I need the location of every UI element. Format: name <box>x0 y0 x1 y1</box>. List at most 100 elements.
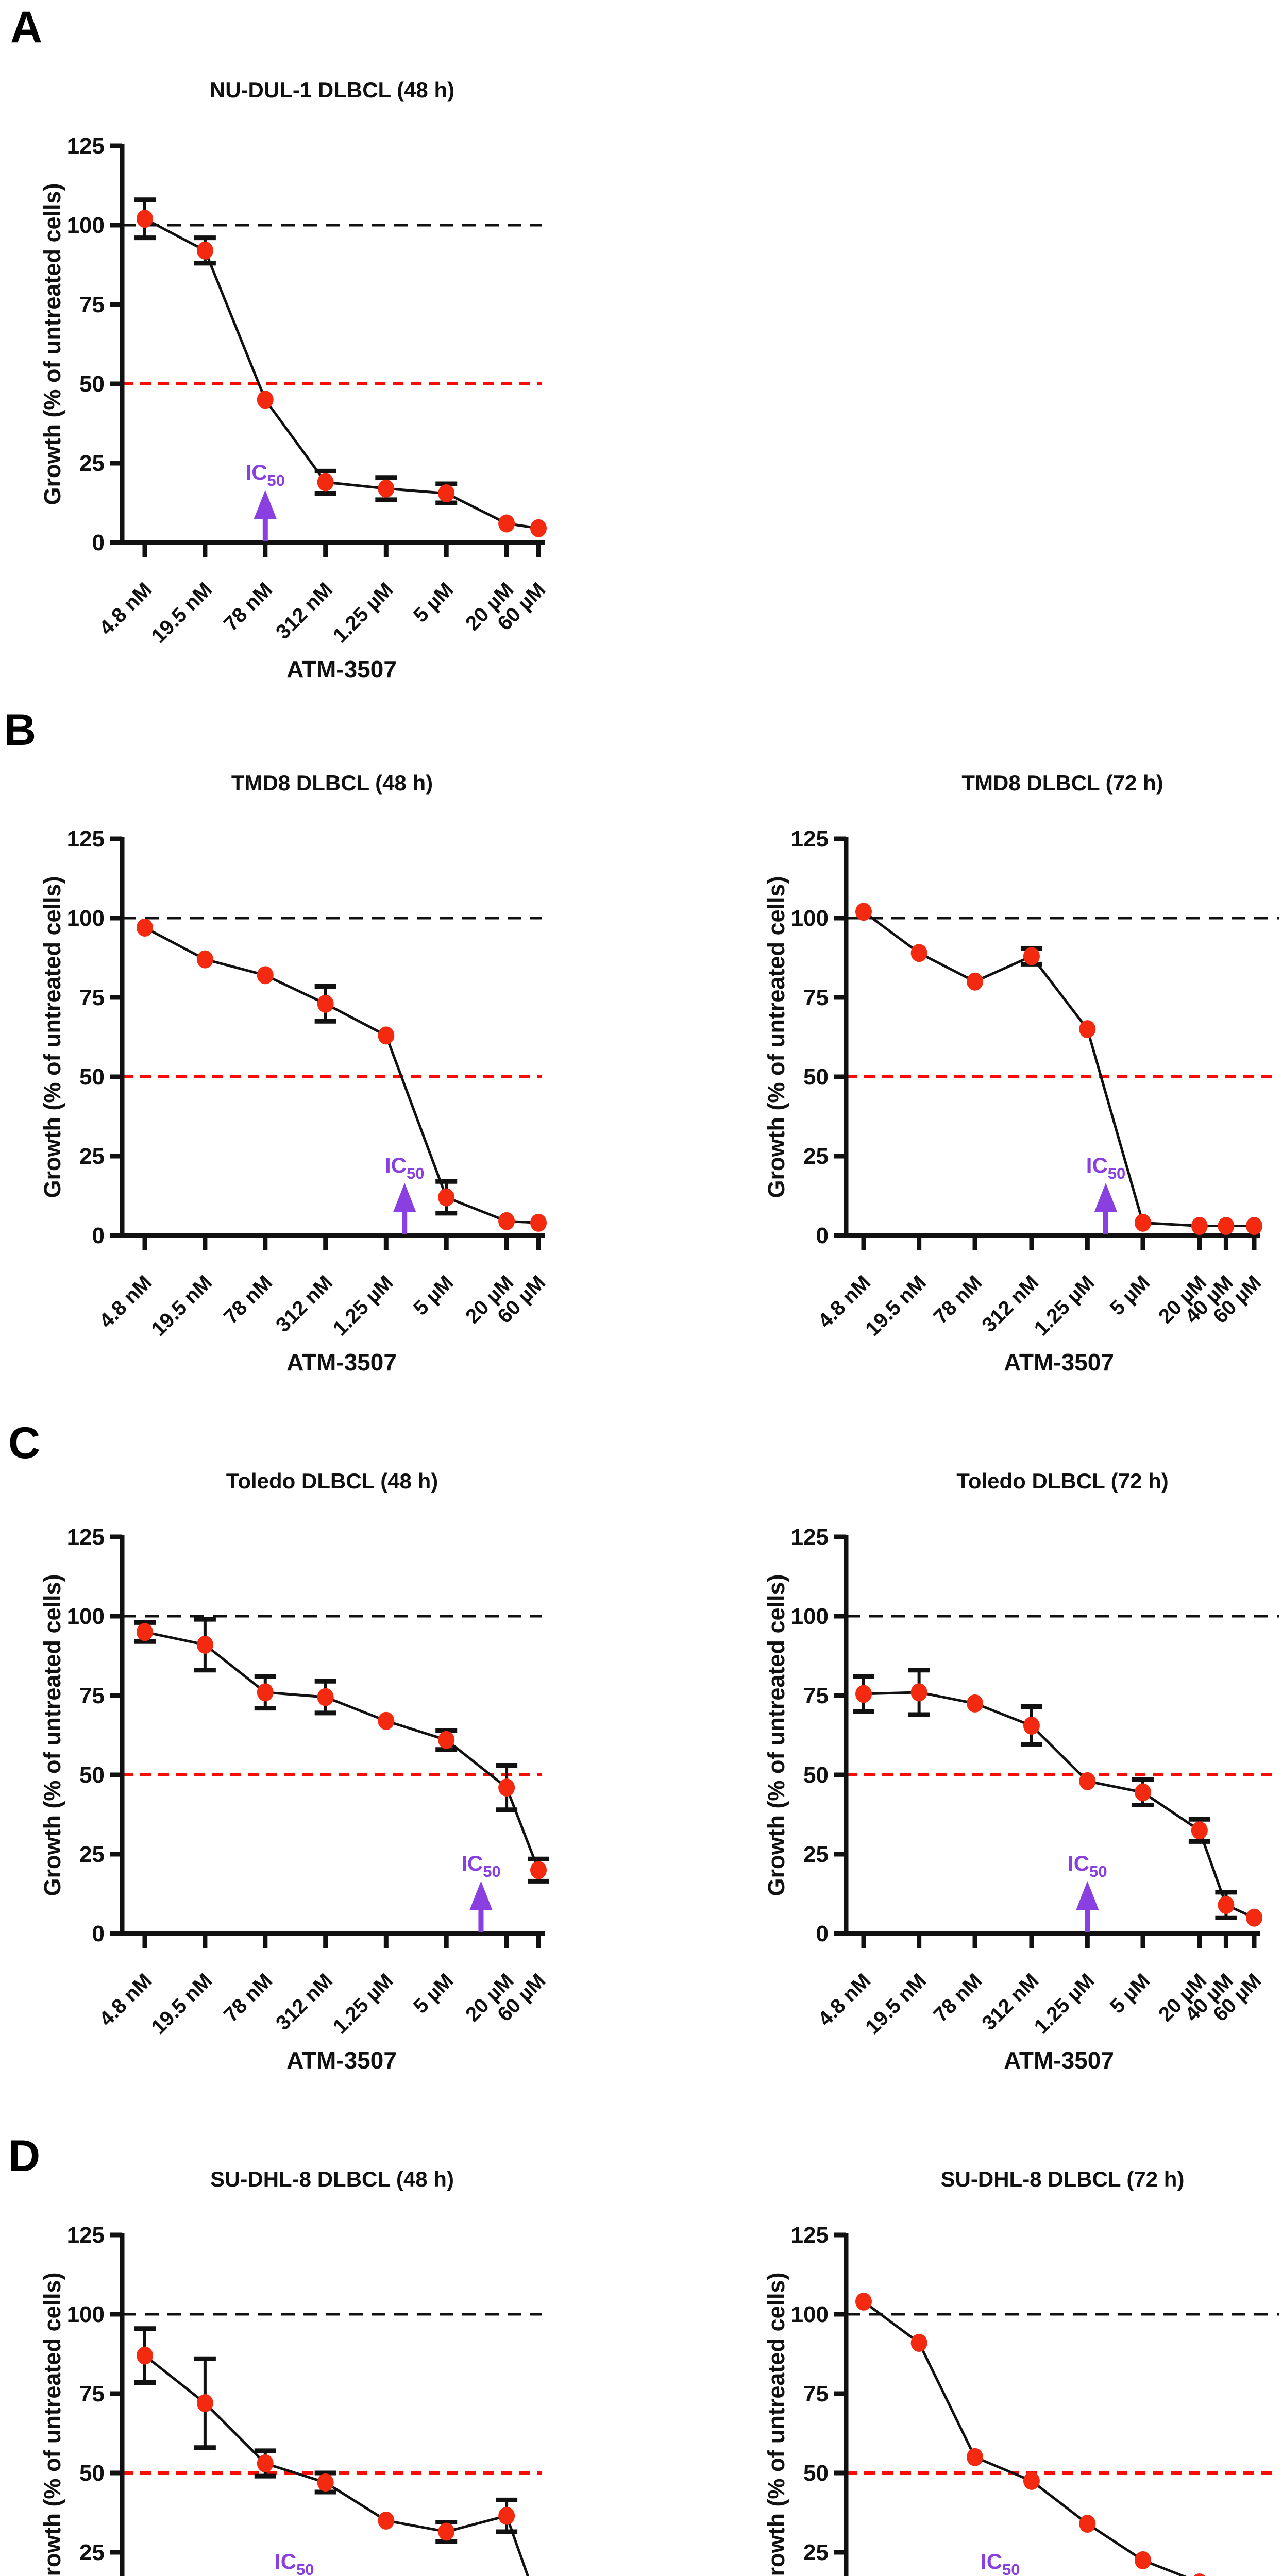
x-tick-label: 19.5 nM <box>861 1271 931 1341</box>
y-tick-label: 125 <box>67 133 105 159</box>
series-line <box>144 1631 540 1871</box>
x-tick-label: 5 µM <box>409 1969 458 2018</box>
x-tick-label: 78 nM <box>220 1969 277 2026</box>
data-point <box>257 1683 274 1702</box>
y-tick-label: 125 <box>67 2223 105 2248</box>
x-tick-label: 5 µM <box>409 578 458 627</box>
y-tick-label: 25 <box>79 1144 105 1169</box>
chart-tmd8-48h: 0 25 50 75 100 125 4.8 nM 19.5 nM 78 nM 312 nM 1.2… <box>0 721 641 1419</box>
chart-nu-dul-1-48h: 0 25 50 75 100 125 4.8 nM 19.5 nM 78 nM 312 nM 1.2… <box>0 28 641 726</box>
panel-label-d: D <box>8 2131 41 2181</box>
x-axis-title: ATM-3507 <box>286 2047 397 2074</box>
data-point <box>530 1861 547 1879</box>
ic50-label: IC50 <box>981 2549 1020 2576</box>
panel-label-b: B <box>4 705 37 755</box>
ic50-marker: IC50 <box>461 1851 501 1932</box>
data-point <box>530 1213 547 1232</box>
y-tick-label: 100 <box>791 1604 829 1629</box>
series-line <box>144 926 539 1224</box>
y-axis-title: Growth (% of untreated cells) <box>39 1574 65 1896</box>
data-point <box>1246 1217 1262 1235</box>
data-point <box>1246 1908 1262 1927</box>
chart-title: TMD8 DLBCL (72 h) <box>962 771 1163 795</box>
data-point <box>196 1635 213 1654</box>
y-tick-label: 25 <box>803 1842 829 1867</box>
x-tick-label: 5 µM <box>1106 1969 1155 2018</box>
x-tick-label: 312 nM <box>272 578 337 643</box>
y-tick-label: 25 <box>803 2540 829 2565</box>
ic50-arrow-head <box>254 490 277 519</box>
x-tick-label: 1.25 µM <box>1030 1969 1099 2038</box>
ic50-marker: IC50 <box>981 2549 1020 2576</box>
x-tick-label: 1.25 µM <box>1030 1271 1099 1340</box>
y-tick-label: 25 <box>79 2540 105 2565</box>
data-point <box>967 972 984 991</box>
panel-label-a: A <box>10 3 43 52</box>
ic50-label: IC50 <box>1068 1851 1107 1880</box>
data-point <box>1079 1772 1096 1790</box>
data-point <box>855 2292 872 2311</box>
y-axis-title: Growth (% of untreated cells) <box>39 183 65 505</box>
panel-label-c: C <box>8 1418 41 1468</box>
y-tick-label: 50 <box>79 1064 105 1090</box>
data-point <box>910 1683 927 1702</box>
y-axis-title: Growth (% of untreated cells) <box>39 876 65 1198</box>
data-point <box>317 2473 334 2492</box>
y-tick-label: 100 <box>791 906 829 931</box>
data-point <box>1023 2471 1040 2490</box>
y-tick-label: 75 <box>79 1683 105 1708</box>
y-axis-title: Growth (% of untreated cells) <box>763 1574 789 1896</box>
y-tick-label: 0 <box>92 1223 105 1248</box>
y-tick-label: 100 <box>791 2302 829 2327</box>
chart-toledo-48h: 0 25 50 75 100 125 4.8 nM 19.5 nM 78 nM 312 nM 1.2… <box>0 1419 641 2117</box>
ic50-label: IC50 <box>461 1851 500 1880</box>
x-tick-label: 19.5 nM <box>147 578 216 648</box>
data-point <box>498 1212 515 1230</box>
data-point <box>196 950 213 969</box>
chart-title: SU-DHL-8 DLBCL (48 h) <box>210 2167 454 2191</box>
data-point <box>1134 2551 1151 2569</box>
data-point <box>498 1778 515 1797</box>
data-point <box>1191 1821 1208 1840</box>
y-tick-label: 100 <box>67 906 105 931</box>
y-tick-label: 125 <box>791 2223 829 2248</box>
y-tick-label: 100 <box>67 213 105 238</box>
x-axis-title: ATM-3507 <box>1004 2047 1114 2074</box>
y-tick-label: 25 <box>79 1842 105 1867</box>
y-tick-label: 0 <box>816 1223 829 1248</box>
x-tick-label: 5 µM <box>409 1271 458 1320</box>
y-tick-label: 50 <box>79 1762 105 1788</box>
data-point <box>910 2333 927 2352</box>
ic50-arrow-head <box>1076 1881 1099 1910</box>
ic50-marker: IC50 <box>1086 1153 1125 1234</box>
data-point <box>967 1694 984 1713</box>
y-axis-title: Growth (% of untreated cells) <box>763 2272 789 2576</box>
chart-title: Toledo DLBCL (48 h) <box>226 1469 438 1493</box>
y-tick-label: 50 <box>803 1762 829 1788</box>
ic50-marker: IC50 <box>1068 1851 1107 1932</box>
y-tick-label: 100 <box>67 2302 105 2327</box>
data-point <box>137 1623 153 1641</box>
y-tick-label: 50 <box>803 1064 829 1090</box>
y-tick-label: 125 <box>67 1524 105 1550</box>
y-tick-label: 125 <box>791 826 829 852</box>
x-tick-label: 312 nM <box>272 1969 337 2035</box>
x-axis-title: ATM-3507 <box>286 656 397 683</box>
data-point <box>1079 2515 1096 2533</box>
data-point <box>1218 1217 1235 1235</box>
ic50-label: IC50 <box>275 2549 314 2576</box>
data-point <box>1023 947 1040 965</box>
y-axis-title: Growth (% of untreated cells) <box>39 2272 65 2576</box>
data-point <box>1134 1783 1151 1802</box>
data-point <box>438 2522 455 2541</box>
x-axis-title: ATM-3507 <box>286 1349 397 1376</box>
data-point <box>137 2346 153 2365</box>
x-tick-label: 1.25 µM <box>329 578 398 647</box>
data-point <box>317 1688 334 1706</box>
y-tick-label: 50 <box>803 2461 829 2486</box>
